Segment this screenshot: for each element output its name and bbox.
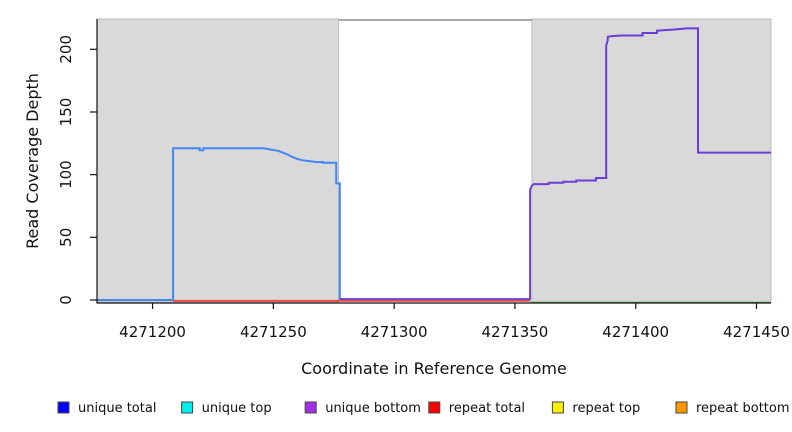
axes — [90, 19, 771, 309]
legend-label: unique total — [78, 401, 156, 416]
y-tick-label: 200 — [57, 35, 75, 64]
y-tick-label: 100 — [57, 160, 75, 189]
legend-item: repeat top — [551, 401, 640, 416]
x-tick-label: 4271450 — [723, 323, 790, 341]
x-tick-label: 4271350 — [482, 323, 549, 341]
series-line-unique-total — [97, 147, 343, 301]
x-tick-label: 4271250 — [240, 323, 307, 341]
y-axis-title: Read Coverage Depth — [23, 73, 42, 249]
x-tick-label: 4271200 — [119, 323, 186, 341]
legend-label: repeat top — [572, 401, 640, 416]
legend-item: unique top — [181, 401, 272, 416]
x-tick-label: 4271400 — [602, 323, 669, 341]
legend-item: unique bottom — [304, 401, 421, 416]
y-tick-label: 150 — [57, 98, 75, 127]
legend-label: unique bottom — [325, 401, 421, 416]
legend-item: repeat total — [428, 401, 525, 416]
shaded-regions — [96, 18, 772, 303]
legend-swatch — [304, 401, 317, 414]
legend-label: unique top — [202, 401, 272, 416]
legend-swatch — [675, 401, 688, 414]
y-tick-label: 50 — [57, 228, 75, 247]
shaded-region — [531, 18, 772, 303]
tick-labels: 4271200 4271250 4271300 4271350 4271400 42714… — [57, 35, 790, 341]
x-tick-label: 4271300 — [361, 323, 428, 341]
legend-label: repeat total — [449, 401, 525, 416]
legend-swatch — [551, 401, 564, 414]
series-line-unique-bottom — [339, 27, 771, 301]
y-tick-label: 0 — [57, 295, 75, 305]
legend-swatch — [428, 401, 441, 414]
shaded-region — [96, 18, 340, 303]
legend-swatch — [181, 401, 194, 414]
x-axis-title: Coordinate in Reference Genome — [301, 359, 567, 378]
legend-swatch — [57, 401, 70, 414]
legend-item: repeat bottom — [675, 401, 790, 416]
legend-label: repeat bottom — [696, 401, 790, 416]
legend-item: unique total — [57, 401, 156, 416]
legend: unique total unique top unique bottom repea… — [57, 401, 790, 416]
